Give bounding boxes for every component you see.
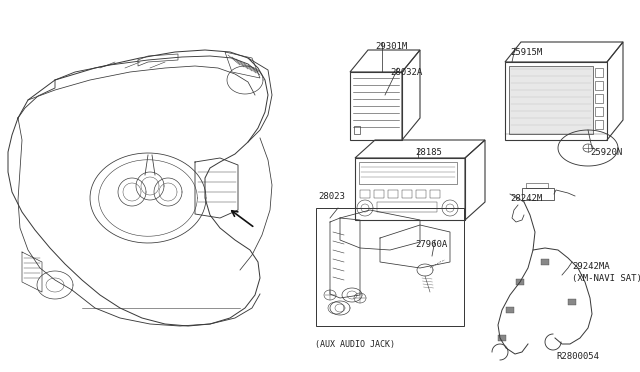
- Text: 28023: 28023: [318, 192, 345, 201]
- Bar: [505, 62, 607, 140]
- Text: 28242M: 28242M: [510, 194, 542, 203]
- Text: (XM-NAVI SAT): (XM-NAVI SAT): [572, 274, 640, 283]
- Bar: [595, 107, 603, 116]
- Bar: [374, 190, 384, 198]
- Text: 28032A: 28032A: [390, 68, 422, 77]
- Text: 29301M: 29301M: [375, 42, 407, 51]
- Bar: [595, 81, 603, 90]
- Bar: [509, 66, 593, 134]
- Bar: [388, 190, 398, 198]
- Bar: [430, 190, 440, 198]
- Bar: [595, 68, 603, 77]
- Text: 25915M: 25915M: [510, 48, 542, 57]
- Text: R2800054: R2800054: [556, 352, 599, 361]
- Bar: [526, 183, 548, 188]
- Bar: [541, 259, 549, 265]
- Bar: [595, 120, 603, 129]
- Bar: [595, 94, 603, 103]
- Bar: [522, 188, 554, 200]
- Bar: [516, 279, 524, 285]
- Bar: [498, 335, 506, 341]
- Bar: [506, 307, 514, 313]
- Text: 29242MA: 29242MA: [572, 262, 610, 271]
- Bar: [568, 299, 576, 305]
- Bar: [402, 190, 412, 198]
- Bar: [350, 72, 402, 140]
- Text: 27960A: 27960A: [415, 240, 447, 249]
- Text: (AUX AUDIO JACK): (AUX AUDIO JACK): [315, 340, 395, 349]
- Bar: [354, 126, 360, 134]
- Bar: [355, 158, 465, 220]
- Text: 25920N: 25920N: [590, 148, 622, 157]
- Bar: [360, 190, 370, 198]
- Bar: [377, 202, 437, 212]
- Bar: [416, 190, 426, 198]
- Bar: [359, 162, 457, 184]
- Bar: [316, 208, 464, 326]
- Text: 28185: 28185: [415, 148, 442, 157]
